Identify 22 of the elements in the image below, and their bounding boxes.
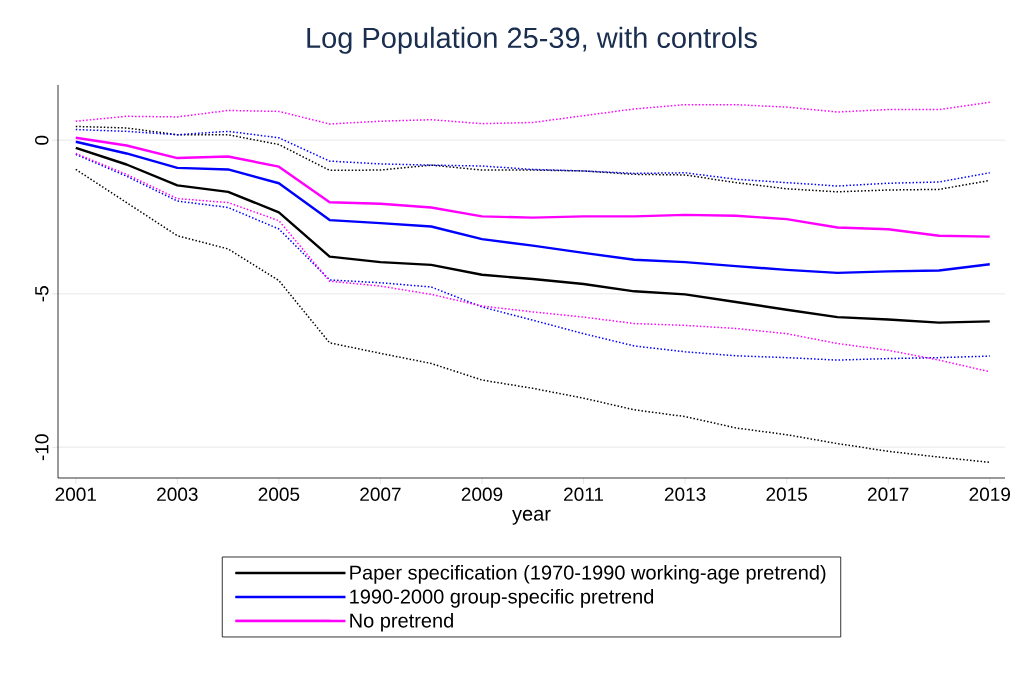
line-series [74, 136, 991, 238]
legend-label: No pretrend [350, 612, 453, 632]
line-series [75, 101, 991, 125]
y-tick-label: -10 [35, 434, 49, 461]
x-tick-label: 2007 [360, 487, 401, 501]
x-axis-title: year [512, 509, 551, 525]
x-tick-label: 2009 [461, 487, 503, 501]
x-tick-label: 2005 [258, 487, 300, 501]
legend-label: Paper specification (1970-1990 working-age pretrend) [350, 564, 826, 584]
x-tick-label: 2001 [55, 487, 96, 501]
x-tick-label: 2011 [564, 487, 604, 501]
y-tick-label: -5 [35, 286, 49, 302]
x-tick-label: 2019 [969, 487, 1010, 501]
x-tick-label: 2015 [766, 487, 807, 501]
x-tick-label: 2017 [868, 487, 909, 501]
chart-title: Log Population 25-39, with controls [307, 26, 757, 54]
x-tick-label: 2003 [157, 487, 198, 501]
legend-label: 1990-2000 group-specific pretrend [350, 588, 654, 608]
y-tick-label: 0 [35, 135, 49, 145]
line-series [74, 140, 991, 275]
x-tick-label: 2013 [664, 487, 706, 501]
line-series [74, 146, 991, 324]
